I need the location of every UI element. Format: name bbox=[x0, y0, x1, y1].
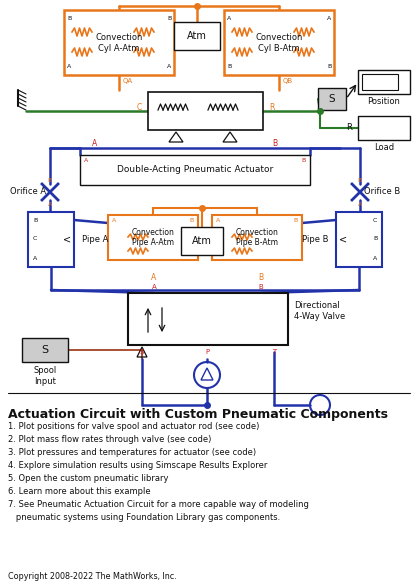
Text: pneumatic systems using Foundation Library gas components.: pneumatic systems using Foundation Libra… bbox=[8, 513, 280, 522]
Text: B: B bbox=[190, 218, 194, 222]
Text: A: A bbox=[152, 284, 156, 290]
Text: A: A bbox=[112, 218, 116, 222]
Text: A: A bbox=[151, 274, 157, 282]
Text: C: C bbox=[33, 237, 37, 241]
Bar bbox=[148, 92, 263, 130]
Bar bbox=[108, 215, 198, 260]
Text: A: A bbox=[327, 15, 331, 21]
Text: P: P bbox=[205, 349, 209, 355]
Text: B: B bbox=[358, 177, 362, 183]
Bar bbox=[128, 293, 288, 345]
Text: A: A bbox=[48, 201, 52, 207]
Text: R: R bbox=[269, 103, 274, 112]
Text: Convection
Cyl A-Atm: Convection Cyl A-Atm bbox=[95, 33, 143, 53]
Text: 5. Open the custom pneumatic library: 5. Open the custom pneumatic library bbox=[8, 474, 168, 483]
Text: B: B bbox=[67, 15, 71, 21]
Text: A: A bbox=[167, 65, 171, 69]
Bar bbox=[212, 215, 302, 260]
Text: A: A bbox=[216, 218, 220, 222]
Text: S: S bbox=[140, 349, 144, 355]
Text: Convection
Pipe B-Atm: Convection Pipe B-Atm bbox=[236, 228, 278, 247]
Text: Load: Load bbox=[374, 143, 394, 153]
Bar bbox=[318, 88, 346, 110]
Text: Pipe A: Pipe A bbox=[82, 235, 108, 244]
Text: Orifice B: Orifice B bbox=[364, 187, 400, 197]
Bar bbox=[358, 70, 410, 94]
Bar bbox=[362, 74, 398, 90]
Text: Double-Acting Pneumatic Actuator: Double-Acting Pneumatic Actuator bbox=[117, 166, 273, 174]
Bar bbox=[358, 116, 410, 140]
Text: B: B bbox=[258, 274, 264, 282]
Text: B: B bbox=[227, 65, 231, 69]
Text: B: B bbox=[294, 218, 298, 222]
Text: Convection
Pipe A-Atm: Convection Pipe A-Atm bbox=[132, 228, 174, 247]
Text: Pipe B: Pipe B bbox=[301, 235, 328, 244]
Text: 4. Explore simulation results using Simscape Results Explorer: 4. Explore simulation results using Sims… bbox=[8, 461, 268, 470]
Text: QB: QB bbox=[283, 78, 293, 84]
Text: A: A bbox=[227, 15, 231, 21]
Text: A: A bbox=[92, 139, 98, 147]
Bar bbox=[336, 212, 382, 267]
Text: Atm: Atm bbox=[192, 236, 212, 246]
Text: C: C bbox=[137, 103, 142, 112]
Bar bbox=[28, 212, 74, 267]
Text: Convection
Cyl B-Atm: Convection Cyl B-Atm bbox=[255, 33, 303, 53]
Text: A: A bbox=[358, 201, 362, 207]
Text: <: < bbox=[63, 234, 71, 244]
Text: A: A bbox=[373, 257, 377, 261]
Text: Orifice A: Orifice A bbox=[10, 187, 46, 197]
Text: B: B bbox=[327, 65, 331, 69]
Text: T: T bbox=[272, 349, 276, 355]
Text: C: C bbox=[373, 218, 377, 222]
Text: B: B bbox=[302, 157, 306, 163]
Text: B: B bbox=[48, 177, 52, 183]
Text: S: S bbox=[41, 345, 48, 355]
Bar bbox=[80, 155, 310, 185]
Text: Directional
4-Way Valve: Directional 4-Way Valve bbox=[294, 301, 345, 321]
Text: Actuation Circuit with Custom Pneumatic Components: Actuation Circuit with Custom Pneumatic … bbox=[8, 408, 388, 421]
Text: B: B bbox=[273, 139, 278, 147]
Bar bbox=[174, 22, 220, 50]
Text: QA: QA bbox=[123, 78, 133, 84]
Text: 7. See Pneumatic Actuation Circuit for a more capable way of modeling: 7. See Pneumatic Actuation Circuit for a… bbox=[8, 500, 309, 509]
Text: Copyright 2008-2022 The MathWorks, Inc.: Copyright 2008-2022 The MathWorks, Inc. bbox=[8, 572, 177, 581]
Text: S: S bbox=[329, 94, 335, 104]
Text: 3. Plot pressures and temperatures for actuator (see code): 3. Plot pressures and temperatures for a… bbox=[8, 448, 256, 457]
Bar bbox=[224, 10, 334, 75]
Text: Position: Position bbox=[367, 97, 400, 106]
Bar bbox=[22, 338, 68, 362]
Text: 1. Plot positions for valve spool and actuator rod (see code): 1. Plot positions for valve spool and ac… bbox=[8, 422, 260, 431]
Text: R: R bbox=[346, 123, 352, 133]
Text: B: B bbox=[33, 218, 37, 222]
Text: B: B bbox=[259, 284, 263, 290]
Text: B: B bbox=[167, 15, 171, 21]
Text: Spool
Input: Spool Input bbox=[33, 366, 56, 386]
Bar bbox=[64, 10, 174, 75]
Text: <: < bbox=[339, 234, 347, 244]
Text: A: A bbox=[33, 257, 37, 261]
Text: Atm: Atm bbox=[187, 31, 207, 41]
Bar bbox=[181, 227, 223, 255]
Text: B: B bbox=[373, 237, 377, 241]
Text: 2. Plot mass flow rates through valve (see code): 2. Plot mass flow rates through valve (s… bbox=[8, 435, 212, 444]
Text: A: A bbox=[67, 65, 71, 69]
Text: 6. Learn more about this example: 6. Learn more about this example bbox=[8, 487, 150, 496]
Text: A: A bbox=[84, 157, 88, 163]
